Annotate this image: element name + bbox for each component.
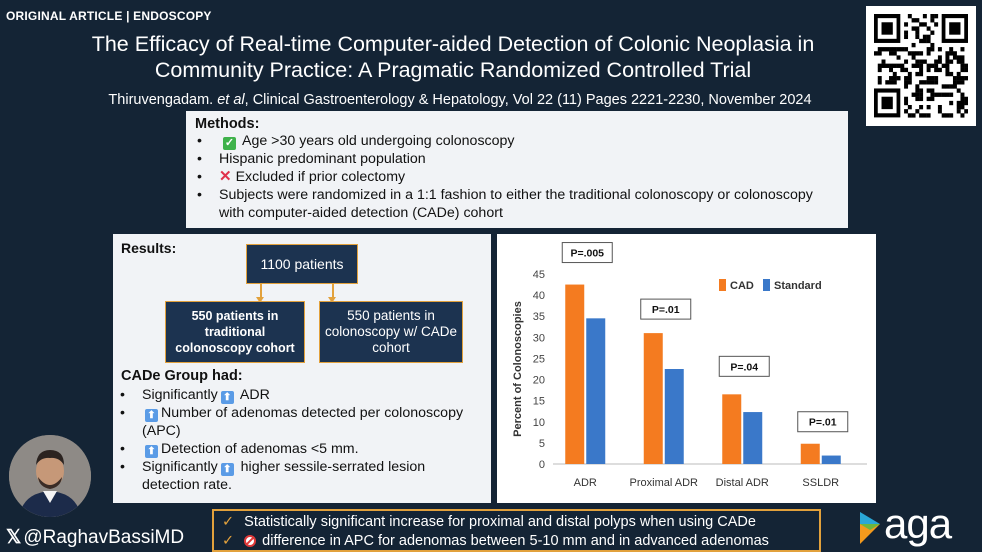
arrow-left-icon [257, 284, 263, 303]
list-item-text: Detection of adenomas <5 mm. [161, 441, 359, 457]
author-handle[interactable]: 𝕏 @RaghavBassiMD [0, 524, 214, 552]
arrow-right-icon [329, 284, 335, 303]
list-item-text: Number of adenomas detected per colonosc… [142, 405, 464, 439]
up-arrow-icon: ⬆ [220, 463, 234, 476]
citation-journal: , Clinical Gastroenterology & Hepatology… [244, 92, 812, 108]
bar-cad-ssldr [800, 443, 820, 464]
author-handle-text: @RaghavBassiMD [23, 527, 185, 548]
citation-etal: et al [217, 92, 245, 108]
x-tick-label: SSLDR [802, 477, 839, 489]
y-tick-label: 5 [539, 438, 545, 450]
y-tick-label: 10 [533, 417, 545, 429]
methods-list: ✓ Age >30 years old undergoing colonoscop… [195, 132, 839, 222]
summary-item: ✓ Statistically significant increase for … [222, 513, 811, 532]
y-tick-label: 25 [533, 353, 545, 365]
y-tick-label: 0 [539, 459, 545, 471]
list-item: ⬆Number of adenomas detected per colonos… [118, 404, 483, 440]
traditional-cohort-box: 550 patients in traditional colonoscopy … [165, 301, 305, 363]
bar-standard-distal-adr [743, 412, 763, 464]
p-value-box [797, 411, 849, 433]
x-tick-label: ADR [574, 477, 597, 489]
total-patients-box: 1100 patients [246, 244, 358, 284]
list-item: Subjects were randomized in a 1:1 fashio… [195, 186, 839, 222]
y-tick-label: 20 [533, 375, 545, 387]
list-item-text: Excluded if prior colectomy [235, 169, 406, 185]
y-tick-label: 35 [533, 311, 545, 323]
list-item-text: higher sessile-serrated lesion detection… [142, 459, 426, 493]
p-value-label: P=.01 [809, 417, 837, 429]
summary-text: Statistically significant increase for p… [244, 514, 756, 530]
legend-label-standard: Standard [774, 280, 822, 292]
methods-header: Methods: [195, 116, 260, 132]
list-item-text: Hispanic predominant population [219, 151, 426, 167]
results-list: Significantly⬆ ADR ⬆Number of adenomas d… [118, 386, 483, 494]
bar-standard-ssldr [821, 455, 841, 464]
bar-standard-proximal-adr [664, 369, 684, 464]
p-value-box [640, 298, 692, 320]
qr-code-icon[interactable] [866, 6, 976, 126]
avatar [9, 435, 91, 517]
methods-panel: Methods: ✓ Age >30 years old undergoing c… [186, 111, 848, 228]
list-item: ✓ Age >30 years old undergoing colonoscop… [195, 132, 839, 150]
cade-cohort-box: 550 patients in colonoscopy w/ CADe coho… [319, 301, 463, 363]
results-panel: Results: 1100 patients 550 patients in t… [113, 234, 491, 503]
bar-cad-proximal-adr [643, 333, 663, 464]
bar-standard-adr [586, 318, 606, 464]
page-title: The Efficacy of Real-time Computer-aided… [91, 32, 815, 82]
list-item-text: Significantly [142, 387, 218, 403]
x-logo-icon: 𝕏 [6, 527, 22, 548]
legend-swatch-standard [763, 279, 770, 291]
p-value-label: P=.005 [570, 248, 604, 260]
list-item: Significantly⬆ ADR [118, 386, 483, 404]
legend-label-cad: CAD [730, 280, 754, 292]
prohibited-icon [244, 535, 257, 547]
aga-logo: aga [858, 500, 968, 550]
cross-mark-icon: ✕ [219, 168, 232, 185]
bar-chart: Percent of Colonoscopies 0 5 10 15 20 25 30 35 40… [512, 242, 867, 489]
list-item: ⬆Detection of adenomas <5 mm. [118, 440, 483, 458]
citation-author: Thiruvengadam. [108, 92, 214, 108]
list-item: Hispanic predominant population [195, 150, 839, 168]
p-value-label: P=.04 [730, 361, 758, 373]
list-item-text: ADR [239, 387, 270, 403]
y-tick-label: 15 [533, 396, 545, 408]
summary-box: ✓ Statistically significant increase for … [212, 509, 821, 552]
bar-cad-adr [565, 284, 585, 464]
y-tick-label: 30 [533, 332, 545, 344]
list-item-text: Subjects were randomized in a 1:1 fashio… [219, 187, 813, 221]
list-item-text: Age >30 years old undergoing colonoscopy [242, 133, 515, 149]
check-icon: ✓ [222, 533, 235, 549]
p-value-label: P=.01 [652, 304, 680, 316]
bar-chart-panel: Percent of Colonoscopies 0 5 10 15 20 25 30 35 40… [497, 234, 876, 503]
list-item: Significantly⬆ higher sessile-serrated l… [118, 458, 483, 494]
check-icon: ✓ [222, 514, 235, 530]
aga-logo-mark-icon [860, 512, 880, 544]
list-item: ✕Excluded if prior colectomy [195, 168, 839, 186]
x-tick-label: Proximal ADR [630, 477, 699, 489]
check-mark-icon: ✓ [223, 137, 236, 150]
x-tick-label: Distal ADR [716, 477, 769, 489]
summary-item: ✓ difference in APC for adenomas between … [222, 532, 811, 551]
legend-swatch-cad [719, 279, 726, 291]
cade-group-header: CADe Group had: [121, 368, 243, 384]
y-tick-label: 40 [533, 290, 545, 302]
y-axis-label: Percent of Colonoscopies [512, 301, 524, 437]
up-arrow-icon: ⬆ [145, 445, 158, 458]
article-tag: ORIGINAL ARTICLE | ENDOSCOPY [6, 9, 212, 23]
citation: Thiruvengadam. et al, Clinical Gastroent… [40, 92, 880, 108]
y-tick-label: 45 [533, 269, 545, 281]
bar-cad-distal-adr [722, 394, 742, 464]
list-item-text: Significantly [142, 459, 218, 475]
p-value-box [718, 355, 770, 377]
up-arrow-icon: ⬆ [220, 391, 234, 404]
summary-text: difference in APC for adenomas between 5… [262, 533, 769, 549]
up-arrow-icon: ⬆ [145, 409, 158, 422]
results-header: Results: [121, 240, 177, 256]
aga-logo-text: aga [884, 500, 952, 547]
p-value-box [561, 242, 613, 264]
